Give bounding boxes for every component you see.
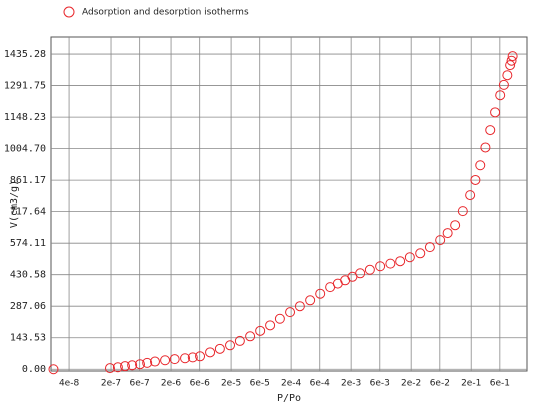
data-point <box>385 258 396 269</box>
data-point <box>404 252 415 263</box>
data-point <box>475 160 486 171</box>
data-point <box>315 288 326 299</box>
y-tick-label: 717.64 <box>10 207 46 218</box>
data-point <box>305 295 316 306</box>
data-point <box>442 228 453 239</box>
data-point <box>470 174 481 185</box>
x-axis-label: P/Po <box>277 393 301 404</box>
data-point <box>506 55 517 66</box>
x-tick-label: 2e-4 <box>281 379 302 389</box>
y-tick-label: 1291.75 <box>4 81 46 92</box>
data-point <box>364 264 375 275</box>
data-point <box>187 352 198 363</box>
x-tick-label: 4e-8 <box>59 379 80 389</box>
data-point <box>205 347 216 358</box>
y-tick-label: 574.11 <box>10 238 46 249</box>
data-point <box>502 70 513 81</box>
data-point <box>112 362 123 373</box>
data-point <box>245 331 256 342</box>
data-point <box>149 356 160 367</box>
y-tick-label: 861.17 <box>10 175 46 186</box>
plot-area <box>50 36 528 372</box>
x-tick-label: 6e-7 <box>130 379 150 389</box>
data-point <box>255 325 266 336</box>
data-point <box>490 107 501 118</box>
data-point <box>120 361 131 372</box>
data-point <box>169 354 180 365</box>
y-tick-label: 0.00 <box>22 364 46 375</box>
data-point <box>285 307 296 318</box>
data-point <box>127 360 138 371</box>
x-tick-label: 6e-3 <box>370 379 390 389</box>
data-point <box>457 206 468 217</box>
data-point <box>160 355 171 366</box>
data-point <box>465 190 476 201</box>
data-point <box>234 335 245 346</box>
data-point <box>48 364 59 375</box>
y-tick-label: 1148.23 <box>4 112 46 123</box>
y-tick-label: 1435.28 <box>4 49 46 60</box>
x-tick-label: 2e-5 <box>221 379 241 389</box>
x-tick-label: 6e-4 <box>310 379 331 389</box>
data-point <box>375 261 386 272</box>
legend-label: Adsorption and desorption isotherms <box>82 8 249 18</box>
data-point <box>415 248 426 259</box>
data-point <box>505 60 516 71</box>
data-point <box>195 351 206 362</box>
x-tick-label: 2e-2 <box>401 379 421 389</box>
data-point <box>180 353 191 364</box>
x-tick-label: 2e-3 <box>341 379 361 389</box>
data-point <box>274 313 285 324</box>
x-tick-label: 2e-1 <box>461 379 481 389</box>
data-point <box>495 90 506 101</box>
data-point <box>395 256 406 267</box>
data-point <box>142 357 153 368</box>
data-point <box>265 320 276 331</box>
y-tick-label: 143.53 <box>10 333 46 344</box>
data-point <box>294 301 305 312</box>
x-tick-label: 6e-5 <box>250 379 270 389</box>
x-tick-label: 6e-6 <box>190 379 211 389</box>
legend-marker <box>63 6 75 18</box>
data-point <box>135 359 146 370</box>
y-tick-label: 430.58 <box>10 270 46 281</box>
y-tick-label: 287.06 <box>10 301 46 312</box>
x-tick-label: 6e-1 <box>490 379 510 389</box>
data-point <box>485 125 496 136</box>
y-axis-label: V(cm3/g) <box>9 180 20 228</box>
data-point <box>214 343 225 354</box>
y-tick-label: 1004.70 <box>4 144 46 155</box>
data-point <box>104 363 115 374</box>
data-point <box>225 340 236 351</box>
x-tick-label: 2e-6 <box>161 379 182 389</box>
data-point <box>507 51 518 62</box>
data-point <box>424 242 435 253</box>
data-point <box>450 220 461 231</box>
data-point <box>435 235 446 246</box>
x-tick-label: 2e-7 <box>101 379 121 389</box>
data-point <box>498 79 509 90</box>
data-point <box>480 142 491 153</box>
x-tick-label: 6e-2 <box>430 379 450 389</box>
data-point <box>355 268 366 279</box>
